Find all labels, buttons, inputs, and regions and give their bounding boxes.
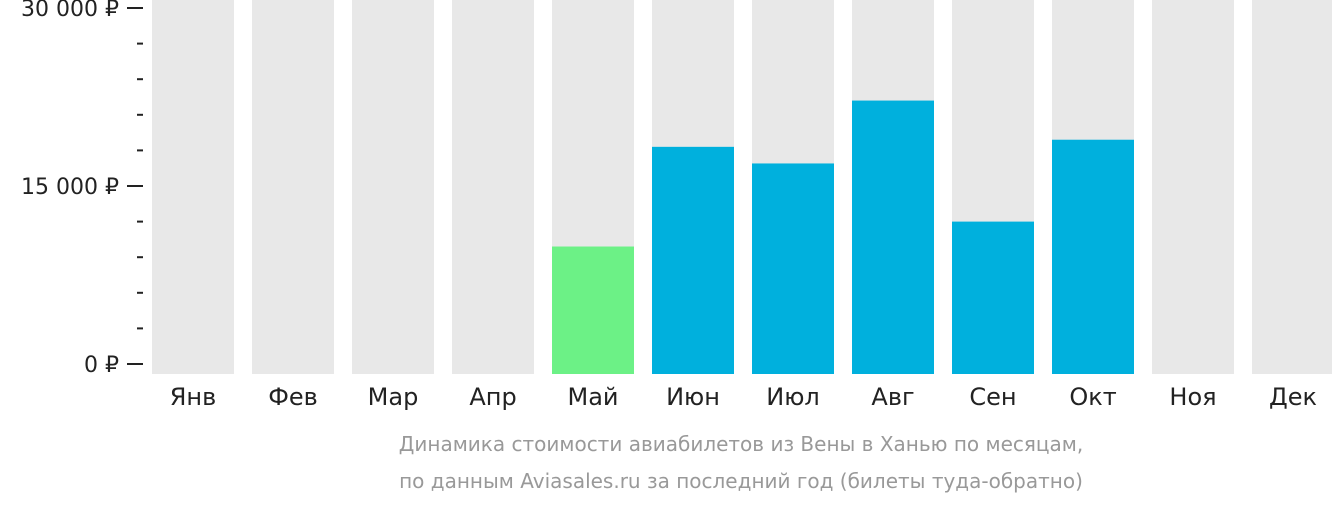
background-bars (152, 0, 1332, 374)
bar[interactable] (552, 246, 634, 374)
x-axis: Янв Фев Мар Апр Май Июн Июл Авг Сен Окт Ноя Дек (170, 383, 1317, 411)
bar-background (1152, 0, 1234, 374)
x-tick-label: Май (567, 383, 618, 411)
bar[interactable] (752, 163, 834, 374)
chart-caption-line2: по данным Aviasales.ru за последний год … (399, 469, 1083, 493)
x-tick-label: Сен (969, 383, 1016, 411)
y-tick-label: 15 000 ₽ (21, 175, 119, 200)
x-tick-label: Дек (1269, 383, 1317, 411)
y-axis: 30 000 ₽ 15 000 ₽ 0 ₽ (21, 0, 143, 378)
x-tick-label: Авг (871, 383, 914, 411)
bar-background (252, 0, 334, 374)
bar[interactable] (652, 146, 734, 374)
bar-background (152, 0, 234, 374)
y-tick-label: 0 ₽ (84, 353, 119, 378)
bar[interactable] (952, 221, 1034, 374)
chart-caption-line1: Динамика стоимости авиабилетов из Вены в… (399, 432, 1084, 456)
x-tick-label: Июн (666, 383, 720, 411)
data-bars (552, 100, 1134, 374)
x-tick-label: Июл (766, 383, 820, 411)
x-tick-label: Фев (268, 383, 318, 411)
y-tick-label: 30 000 ₽ (21, 0, 119, 22)
bar[interactable] (852, 100, 934, 374)
x-tick-label: Мар (368, 383, 419, 411)
x-tick-label: Окт (1069, 383, 1116, 411)
x-tick-label: Ноя (1169, 383, 1216, 411)
bar-background (452, 0, 534, 374)
bar-background (352, 0, 434, 374)
bar-background (1252, 0, 1332, 374)
bar[interactable] (1052, 139, 1134, 374)
x-tick-label: Янв (170, 383, 217, 411)
x-tick-label: Апр (469, 383, 516, 411)
